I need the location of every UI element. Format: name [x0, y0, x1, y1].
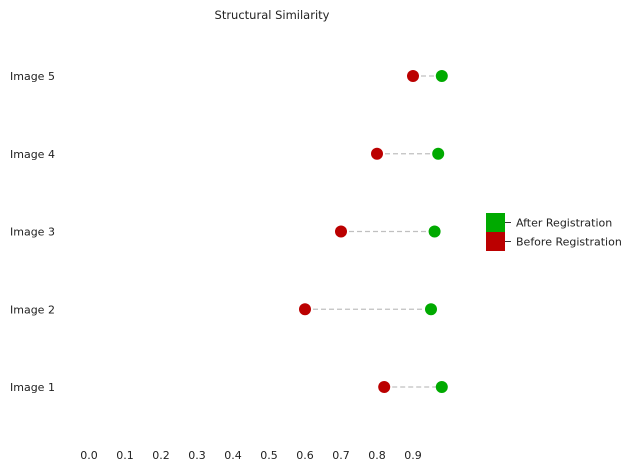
y-tick-label: Image 1 [10, 381, 55, 394]
connector-lines [305, 75, 442, 388]
after-point [425, 303, 437, 316]
x-tick-label: 0.7 [332, 449, 350, 462]
legend-swatch [486, 232, 505, 251]
before-point [335, 225, 347, 238]
legend-label: Before Registration [516, 236, 622, 249]
y-tick-label: Image 5 [10, 70, 55, 83]
y-tick-label: Image 3 [10, 226, 55, 239]
after-point [435, 70, 448, 82]
legend: After Registration Before Registration [486, 213, 622, 251]
after-point [435, 381, 448, 393]
x-tick-label: 0.5 [260, 449, 278, 462]
y-tick-label: Image 2 [10, 303, 55, 316]
before-point [299, 303, 311, 316]
x-axis-tick-labels: 0.0 0.1 0.2 0.3 0.4 0.5 0.6 0.7 0.8 0.9 [80, 449, 422, 462]
before-point [378, 381, 391, 393]
x-tick-label: 0.0 [80, 449, 98, 462]
before-point [407, 70, 419, 82]
data-points [299, 70, 448, 393]
x-tick-label: 0.2 [152, 449, 170, 462]
legend-label: After Registration [516, 217, 612, 230]
x-tick-label: 0.9 [404, 449, 422, 462]
after-point [428, 225, 441, 238]
after-point [432, 147, 445, 160]
y-axis-tick-labels: Image 1 Image 2 Image 3 Image 4 Image 5 [10, 70, 55, 394]
x-tick-label: 0.3 [188, 449, 206, 462]
y-tick-label: Image 4 [10, 148, 55, 161]
chart-title: Structural Similarity [215, 8, 330, 22]
legend-swatch [486, 213, 505, 232]
x-tick-label: 0.4 [224, 449, 242, 462]
x-tick-label: 0.6 [296, 449, 314, 462]
before-point [371, 147, 383, 160]
x-tick-label: 0.1 [116, 449, 134, 462]
x-tick-label: 0.8 [368, 449, 386, 462]
